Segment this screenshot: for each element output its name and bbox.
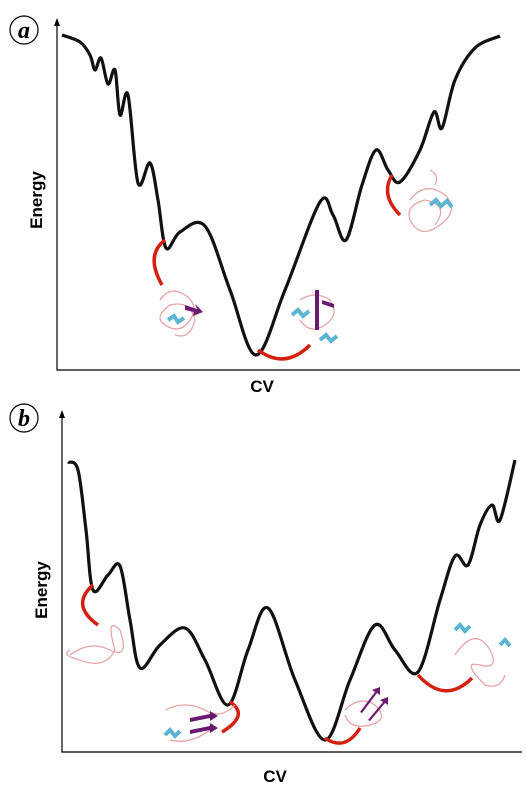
panel-label-circle — [9, 403, 39, 433]
panel-label: b — [18, 406, 30, 432]
y-axis-label: Energy — [32, 561, 51, 619]
protein-structure — [66, 625, 124, 664]
protein-structure — [453, 622, 512, 687]
transition-arrow — [81, 583, 100, 627]
transition-arrow — [323, 727, 362, 745]
panel-label: a — [18, 18, 30, 44]
x-axis-label: CV — [250, 377, 274, 396]
energy-curve — [67, 459, 517, 742]
panel-a: a Energy CV — [9, 15, 520, 396]
panel-b: b Energy CV — [9, 403, 522, 786]
transition-arrow — [385, 174, 402, 217]
protein-structure — [408, 169, 454, 232]
y-axis-label: Energy — [27, 171, 46, 229]
panel-label-circle — [9, 15, 39, 45]
protein-structure — [344, 687, 388, 727]
axes — [56, 20, 520, 371]
axis-arrow — [54, 18, 60, 26]
transition-arrow — [221, 700, 240, 734]
protein-structure — [290, 290, 339, 344]
protein-structure — [159, 290, 203, 337]
energy-curve — [61, 33, 501, 357]
transition-arrow — [152, 238, 167, 286]
transition-arrow — [416, 673, 474, 693]
protein-structure — [163, 704, 236, 742]
axis-arrow — [59, 410, 65, 418]
axes — [61, 412, 522, 753]
transition-arrow — [256, 343, 312, 361]
x-axis-label: CV — [263, 767, 287, 786]
